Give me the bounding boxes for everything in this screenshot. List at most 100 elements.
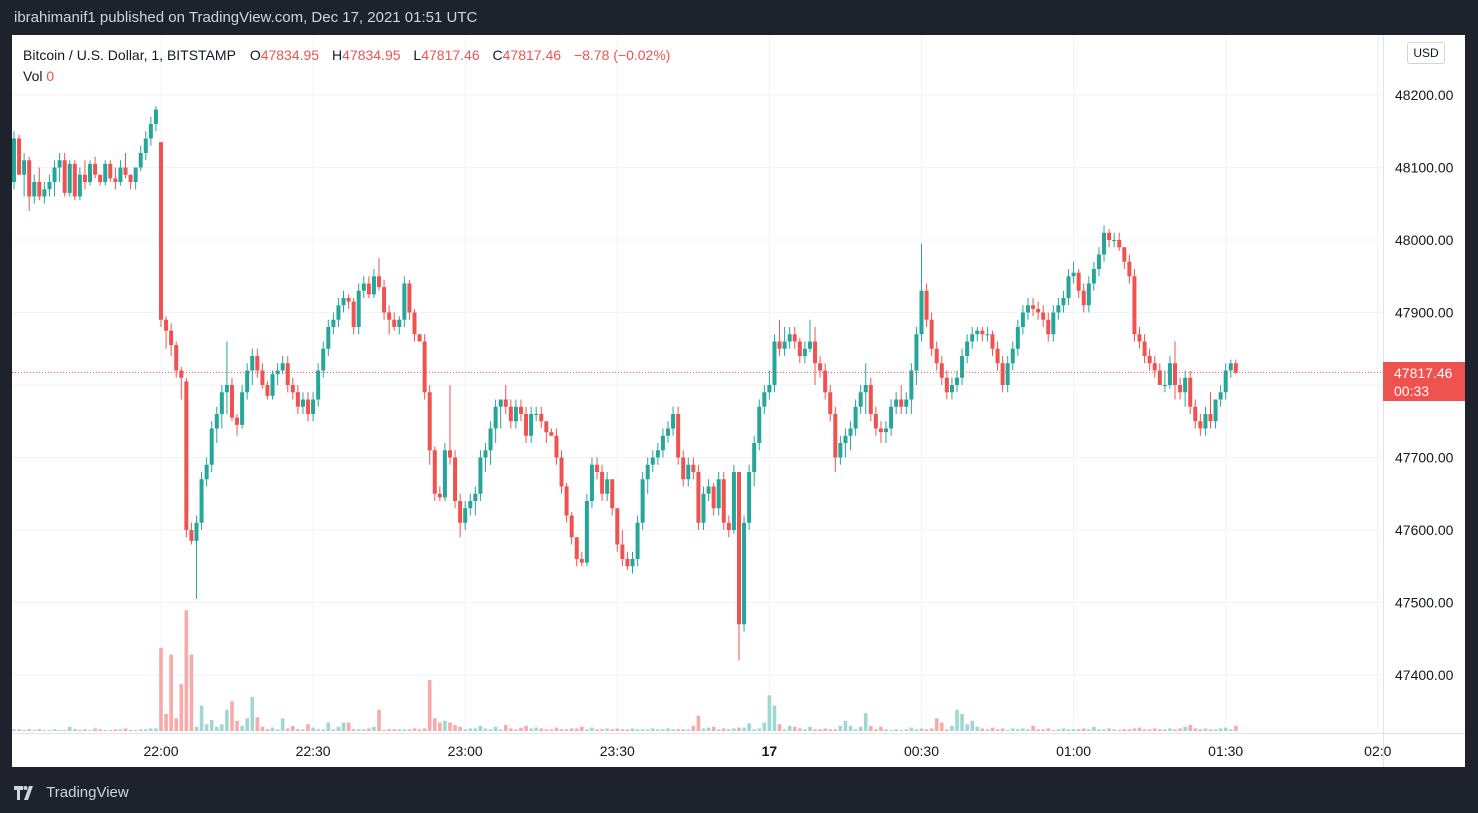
candle-body [143, 138, 148, 153]
volume-bar [884, 729, 888, 731]
candle-body [539, 414, 544, 422]
candle-body [148, 124, 153, 139]
volume-bar [468, 728, 473, 731]
candlestick-chart[interactable]: 47400.0047500.0047600.0047700.0047800.00… [12, 35, 1465, 767]
candle-body [1208, 414, 1213, 422]
candle-body [640, 479, 645, 523]
candle-body [1102, 232, 1107, 255]
volume-bar [995, 729, 1000, 731]
candle-body [762, 392, 767, 407]
volume-bar [559, 729, 564, 731]
candle-body [133, 167, 138, 182]
candle-body [366, 283, 371, 295]
candle-body [255, 356, 260, 371]
volume-bar [432, 718, 437, 731]
candle-body [595, 464, 600, 472]
candle-body [1036, 308, 1041, 313]
legend-symbol[interactable]: Bitcoin / U.S. Dollar, 1, BITSTAMP [23, 47, 236, 63]
candle-body [600, 472, 605, 494]
volume-bar [782, 729, 787, 731]
candle-body [701, 493, 706, 523]
volume-bar [169, 654, 173, 731]
candle-body [498, 399, 503, 407]
candle-body [782, 341, 787, 349]
candle-body [229, 385, 234, 418]
chart-panel[interactable]: 47400.0047500.0047600.0047700.0047800.00… [12, 35, 1465, 767]
candle-body [108, 163, 113, 179]
candle-body [270, 374, 275, 396]
volume-bar [1163, 729, 1167, 731]
volume-bar [1026, 729, 1030, 731]
candle-body [681, 457, 686, 480]
candle-body [605, 479, 610, 494]
currency-badge[interactable]: USD [1407, 42, 1445, 64]
price-tick-label: 47500.00 [1395, 595, 1454, 611]
volume-bar [67, 726, 72, 731]
candle-body [189, 530, 194, 541]
volume-bar [848, 725, 853, 731]
time-tick-label: 23:00 [448, 743, 483, 759]
candle-body [635, 522, 640, 559]
volume-bar [630, 728, 635, 731]
candle-body [1076, 272, 1081, 291]
time-tick-label: 01:30 [1208, 743, 1243, 759]
published-text: ibrahimanif1 published on TradingView.co… [14, 9, 478, 26]
volume-bar [22, 730, 26, 731]
volume-bar [716, 729, 721, 731]
volume-bar [397, 729, 402, 731]
candle-body [1157, 370, 1162, 385]
volume-bar [1142, 729, 1147, 731]
candle-body [1233, 363, 1238, 373]
volume-bar [108, 730, 113, 731]
volume-bar [939, 722, 944, 731]
volume-bar [503, 725, 508, 731]
volume-bar [296, 729, 300, 731]
volume-bar [1010, 728, 1015, 731]
volume-bar [615, 728, 620, 731]
volume-bar [1031, 725, 1035, 731]
volume-bar [666, 728, 670, 731]
volume-bar [47, 730, 52, 731]
volume-bar [1087, 729, 1091, 731]
candle-body [954, 377, 959, 385]
candle-body [960, 356, 965, 378]
candle-body [1213, 399, 1218, 422]
candle-body [1107, 232, 1112, 240]
volume-bar [1208, 729, 1213, 731]
volume-bar [787, 725, 792, 731]
volume-bar [1066, 729, 1071, 731]
legend-low-label: L [413, 47, 422, 63]
volume-bar [585, 729, 589, 731]
footer-brand[interactable]: TradingView [46, 784, 129, 802]
candle-body [77, 174, 82, 197]
volume-bar [478, 725, 483, 731]
candle-body [113, 178, 118, 182]
time-tick-label: 17 [762, 743, 778, 759]
candle-body [671, 414, 676, 429]
volume-bar [529, 728, 533, 731]
volume-bar [1122, 729, 1127, 731]
volume-bar [676, 729, 680, 731]
volume-bar [554, 727, 559, 731]
volume-bar [858, 726, 863, 731]
candle-body [843, 435, 848, 443]
candle-body [747, 472, 752, 523]
volume-bar [356, 729, 361, 731]
volume-bar [321, 729, 326, 731]
volume-bar [402, 729, 407, 731]
time-tick-label: 22:00 [143, 743, 178, 759]
volume-bar [813, 729, 817, 731]
candle-body [67, 163, 72, 193]
candle-body [518, 406, 523, 414]
candle-body [990, 334, 995, 349]
volume-bar [640, 729, 645, 731]
volume-bar [154, 728, 158, 731]
volume-bar [1213, 729, 1218, 731]
legend-volume-label[interactable]: Vol [23, 68, 43, 84]
volume-bar [1061, 728, 1066, 731]
volume-bar [1228, 729, 1233, 731]
candle-body [802, 348, 807, 356]
volume-bar [412, 728, 417, 731]
candle-body [442, 450, 447, 498]
candle-body [868, 385, 873, 414]
